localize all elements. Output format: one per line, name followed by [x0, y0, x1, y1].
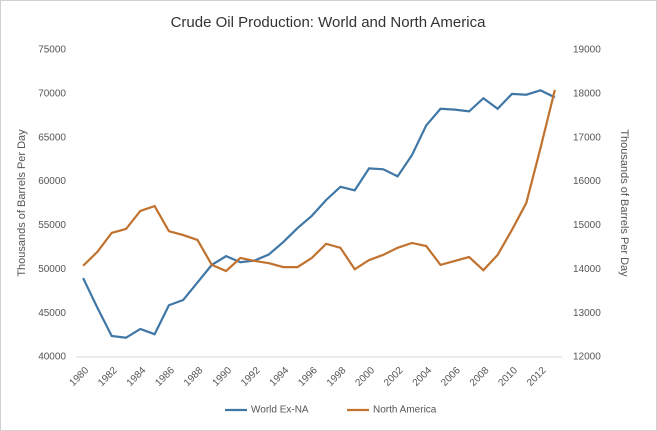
series-line: [82, 89, 556, 339]
y2-tick-label: 19000: [573, 45, 601, 56]
legend-label: North America: [373, 405, 437, 416]
y-tick-label: 65000: [38, 132, 66, 143]
series-line: [82, 89, 556, 273]
y2-tick-label: 17000: [573, 132, 601, 143]
y-tick-label: 55000: [38, 220, 66, 231]
y-axis-title: Thousands of Barrels Per Day: [16, 129, 28, 277]
y-tick-label: 40000: [38, 352, 66, 363]
y2-tick-label: 18000: [573, 88, 601, 99]
y2-tick-label: 12000: [573, 352, 601, 363]
y2-axis-title: Thousands of Barrels Per Day: [618, 129, 630, 277]
y2-tick-label: 13000: [573, 308, 601, 319]
y-tick-label: 75000: [38, 45, 66, 56]
y-tick-label: 50000: [38, 264, 66, 275]
y2-tick-label: 16000: [573, 176, 601, 187]
y2-tick-label: 14000: [573, 264, 601, 275]
chart-title: Crude Oil Production: World and North Am…: [171, 14, 487, 31]
legend-label: World Ex-NA: [251, 405, 309, 416]
y-tick-label: 45000: [38, 308, 66, 319]
y-tick-label: 60000: [38, 176, 66, 187]
y-tick-label: 70000: [38, 88, 66, 99]
y2-tick-label: 15000: [573, 220, 601, 231]
